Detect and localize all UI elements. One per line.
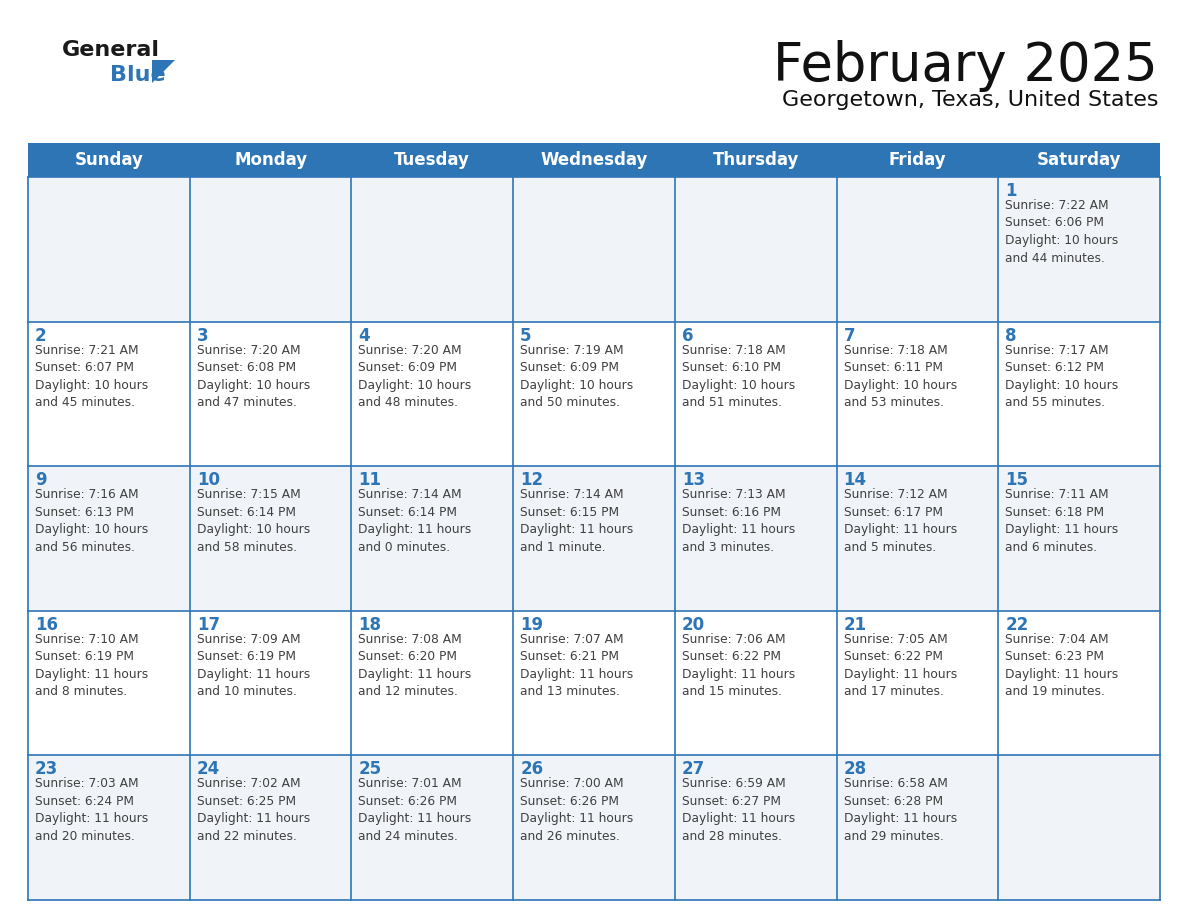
Text: 25: 25 — [359, 760, 381, 778]
Text: Saturday: Saturday — [1037, 151, 1121, 169]
Text: 2: 2 — [34, 327, 46, 344]
Text: Monday: Monday — [234, 151, 308, 169]
Text: Sunrise: 7:15 AM
Sunset: 6:14 PM
Daylight: 10 hours
and 58 minutes.: Sunrise: 7:15 AM Sunset: 6:14 PM Dayligh… — [197, 488, 310, 554]
Text: Sunrise: 7:18 AM
Sunset: 6:10 PM
Daylight: 10 hours
and 51 minutes.: Sunrise: 7:18 AM Sunset: 6:10 PM Dayligh… — [682, 343, 795, 409]
Text: 5: 5 — [520, 327, 532, 344]
Text: 17: 17 — [197, 616, 220, 633]
Text: 8: 8 — [1005, 327, 1017, 344]
Text: Sunrise: 7:19 AM
Sunset: 6:09 PM
Daylight: 10 hours
and 50 minutes.: Sunrise: 7:19 AM Sunset: 6:09 PM Dayligh… — [520, 343, 633, 409]
Text: 12: 12 — [520, 471, 543, 489]
Text: Sunrise: 7:06 AM
Sunset: 6:22 PM
Daylight: 11 hours
and 15 minutes.: Sunrise: 7:06 AM Sunset: 6:22 PM Dayligh… — [682, 633, 795, 699]
Text: General: General — [62, 40, 160, 60]
Text: Sunrise: 7:14 AM
Sunset: 6:14 PM
Daylight: 11 hours
and 0 minutes.: Sunrise: 7:14 AM Sunset: 6:14 PM Dayligh… — [359, 488, 472, 554]
Text: 15: 15 — [1005, 471, 1029, 489]
Text: Sunrise: 7:01 AM
Sunset: 6:26 PM
Daylight: 11 hours
and 24 minutes.: Sunrise: 7:01 AM Sunset: 6:26 PM Dayligh… — [359, 778, 472, 843]
Text: 3: 3 — [197, 327, 208, 344]
Text: Tuesday: Tuesday — [394, 151, 470, 169]
Text: Sunrise: 7:12 AM
Sunset: 6:17 PM
Daylight: 11 hours
and 5 minutes.: Sunrise: 7:12 AM Sunset: 6:17 PM Dayligh… — [843, 488, 956, 554]
Text: 11: 11 — [359, 471, 381, 489]
Bar — [29, 143, 1159, 177]
Text: Wednesday: Wednesday — [541, 151, 647, 169]
Text: 24: 24 — [197, 760, 220, 778]
Text: Sunrise: 7:07 AM
Sunset: 6:21 PM
Daylight: 11 hours
and 13 minutes.: Sunrise: 7:07 AM Sunset: 6:21 PM Dayligh… — [520, 633, 633, 699]
Text: Thursday: Thursday — [713, 151, 798, 169]
Text: Sunrise: 7:08 AM
Sunset: 6:20 PM
Daylight: 11 hours
and 12 minutes.: Sunrise: 7:08 AM Sunset: 6:20 PM Dayligh… — [359, 633, 472, 699]
Text: Sunrise: 7:00 AM
Sunset: 6:26 PM
Daylight: 11 hours
and 26 minutes.: Sunrise: 7:00 AM Sunset: 6:26 PM Dayligh… — [520, 778, 633, 843]
Text: Sunrise: 7:11 AM
Sunset: 6:18 PM
Daylight: 11 hours
and 6 minutes.: Sunrise: 7:11 AM Sunset: 6:18 PM Dayligh… — [1005, 488, 1119, 554]
Text: Sunrise: 7:03 AM
Sunset: 6:24 PM
Daylight: 11 hours
and 20 minutes.: Sunrise: 7:03 AM Sunset: 6:24 PM Dayligh… — [34, 778, 148, 843]
Text: Sunrise: 7:16 AM
Sunset: 6:13 PM
Daylight: 10 hours
and 56 minutes.: Sunrise: 7:16 AM Sunset: 6:13 PM Dayligh… — [34, 488, 148, 554]
Text: 14: 14 — [843, 471, 867, 489]
Text: Blue: Blue — [110, 65, 165, 85]
Text: 4: 4 — [359, 327, 369, 344]
Text: 18: 18 — [359, 616, 381, 633]
Text: February 2025: February 2025 — [773, 40, 1158, 92]
Text: Sunrise: 7:22 AM
Sunset: 6:06 PM
Daylight: 10 hours
and 44 minutes.: Sunrise: 7:22 AM Sunset: 6:06 PM Dayligh… — [1005, 199, 1119, 264]
Bar — [29, 610, 1159, 756]
Text: Sunrise: 7:05 AM
Sunset: 6:22 PM
Daylight: 11 hours
and 17 minutes.: Sunrise: 7:05 AM Sunset: 6:22 PM Dayligh… — [843, 633, 956, 699]
Text: Sunday: Sunday — [75, 151, 144, 169]
Text: Sunrise: 7:10 AM
Sunset: 6:19 PM
Daylight: 11 hours
and 8 minutes.: Sunrise: 7:10 AM Sunset: 6:19 PM Dayligh… — [34, 633, 148, 699]
Text: 10: 10 — [197, 471, 220, 489]
Bar — [29, 466, 1159, 610]
Text: Sunrise: 7:20 AM
Sunset: 6:09 PM
Daylight: 10 hours
and 48 minutes.: Sunrise: 7:20 AM Sunset: 6:09 PM Dayligh… — [359, 343, 472, 409]
Text: Sunrise: 7:14 AM
Sunset: 6:15 PM
Daylight: 11 hours
and 1 minute.: Sunrise: 7:14 AM Sunset: 6:15 PM Dayligh… — [520, 488, 633, 554]
Text: 27: 27 — [682, 760, 706, 778]
Text: 20: 20 — [682, 616, 704, 633]
Text: Friday: Friday — [889, 151, 946, 169]
Text: Sunrise: 6:59 AM
Sunset: 6:27 PM
Daylight: 11 hours
and 28 minutes.: Sunrise: 6:59 AM Sunset: 6:27 PM Dayligh… — [682, 778, 795, 843]
Text: 21: 21 — [843, 616, 867, 633]
Text: 16: 16 — [34, 616, 58, 633]
Text: Sunrise: 7:02 AM
Sunset: 6:25 PM
Daylight: 11 hours
and 22 minutes.: Sunrise: 7:02 AM Sunset: 6:25 PM Dayligh… — [197, 778, 310, 843]
Text: 28: 28 — [843, 760, 867, 778]
Bar — [29, 321, 1159, 466]
Text: Georgetown, Texas, United States: Georgetown, Texas, United States — [782, 90, 1158, 110]
Text: Sunrise: 7:17 AM
Sunset: 6:12 PM
Daylight: 10 hours
and 55 minutes.: Sunrise: 7:17 AM Sunset: 6:12 PM Dayligh… — [1005, 343, 1119, 409]
Text: 9: 9 — [34, 471, 46, 489]
Text: Sunrise: 7:18 AM
Sunset: 6:11 PM
Daylight: 10 hours
and 53 minutes.: Sunrise: 7:18 AM Sunset: 6:11 PM Dayligh… — [843, 343, 956, 409]
Text: 19: 19 — [520, 616, 543, 633]
Text: Sunrise: 6:58 AM
Sunset: 6:28 PM
Daylight: 11 hours
and 29 minutes.: Sunrise: 6:58 AM Sunset: 6:28 PM Dayligh… — [843, 778, 956, 843]
Bar — [29, 756, 1159, 900]
Text: Sunrise: 7:13 AM
Sunset: 6:16 PM
Daylight: 11 hours
and 3 minutes.: Sunrise: 7:13 AM Sunset: 6:16 PM Dayligh… — [682, 488, 795, 554]
Text: Sunrise: 7:20 AM
Sunset: 6:08 PM
Daylight: 10 hours
and 47 minutes.: Sunrise: 7:20 AM Sunset: 6:08 PM Dayligh… — [197, 343, 310, 409]
Bar — [29, 177, 1159, 321]
Text: 6: 6 — [682, 327, 694, 344]
Text: 7: 7 — [843, 327, 855, 344]
Text: Sunrise: 7:09 AM
Sunset: 6:19 PM
Daylight: 11 hours
and 10 minutes.: Sunrise: 7:09 AM Sunset: 6:19 PM Dayligh… — [197, 633, 310, 699]
Text: 23: 23 — [34, 760, 58, 778]
Polygon shape — [152, 60, 175, 83]
Text: 13: 13 — [682, 471, 704, 489]
Text: Sunrise: 7:04 AM
Sunset: 6:23 PM
Daylight: 11 hours
and 19 minutes.: Sunrise: 7:04 AM Sunset: 6:23 PM Dayligh… — [1005, 633, 1119, 699]
Text: 22: 22 — [1005, 616, 1029, 633]
Text: Sunrise: 7:21 AM
Sunset: 6:07 PM
Daylight: 10 hours
and 45 minutes.: Sunrise: 7:21 AM Sunset: 6:07 PM Dayligh… — [34, 343, 148, 409]
Text: 26: 26 — [520, 760, 543, 778]
Text: 1: 1 — [1005, 182, 1017, 200]
